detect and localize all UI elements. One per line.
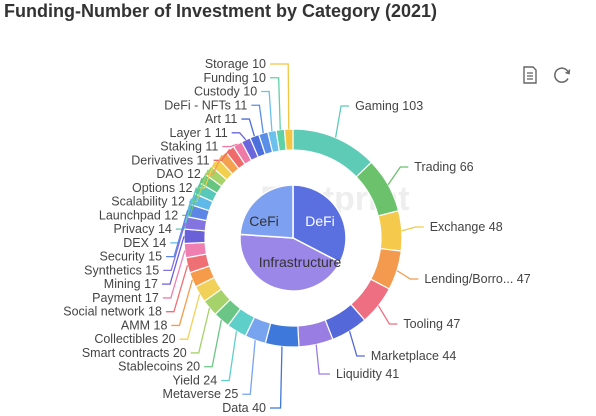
label-social-network: Social network 18 <box>63 305 162 319</box>
leader-launchpad <box>182 178 203 217</box>
leader-social-network <box>165 265 189 313</box>
label-security: Security 15 <box>100 250 163 264</box>
inner-slice-defi[interactable] <box>292 184 347 264</box>
inner-pie: DeFi Infrastructure CeFi <box>239 184 347 292</box>
label-lending-borro: Lending/Borro... 47 <box>424 272 530 286</box>
leader-data <box>270 346 283 409</box>
leader-staking <box>222 143 238 148</box>
leader-dao <box>204 155 223 175</box>
leader-mining <box>162 236 185 285</box>
label-derivatives: Derivatives 11 <box>131 153 209 167</box>
label-payment: Payment 17 <box>92 291 159 305</box>
label-marketplace: Marketplace 44 <box>371 349 457 363</box>
label-amm: AMM 18 <box>121 318 168 332</box>
leader-defi-nfts <box>251 104 264 134</box>
outer-ring <box>183 128 403 348</box>
label-options: Options 12 <box>132 181 193 195</box>
inner-label-infrastructure: Infrastructure <box>259 254 342 270</box>
label-collectibles: Collectibles 20 <box>94 332 175 346</box>
slice-storage[interactable] <box>283 128 294 151</box>
label-storage: Storage 10 <box>205 57 266 71</box>
leader-gaming <box>334 105 350 138</box>
leader-funding <box>270 77 281 130</box>
leader-layer-1 <box>231 132 247 141</box>
label-art: Art 11 <box>205 112 237 126</box>
label-yield: Yield 24 <box>172 373 217 387</box>
label-tooling: Tooling 47 <box>403 317 460 331</box>
leader-amm <box>171 279 193 327</box>
label-data: Data 40 <box>222 401 266 415</box>
label-liquidity: Liquidity 41 <box>336 367 399 381</box>
inner-label-defi: DeFi <box>305 213 335 229</box>
label-synthetics: Synthetics 15 <box>84 263 159 277</box>
leader-payment <box>162 250 186 299</box>
label-funding: Funding 10 <box>203 71 266 85</box>
leader-stablecoins <box>204 320 222 368</box>
leader-derivatives <box>213 148 231 161</box>
label-metaverse: Metaverse 25 <box>163 387 239 401</box>
label-leaders <box>162 63 424 409</box>
slice-data[interactable] <box>264 322 300 348</box>
leader-art <box>241 118 255 137</box>
inner-label-cefi: CeFi <box>249 213 279 229</box>
label-staking: Staking 11 <box>160 140 218 154</box>
label-trading: Trading 66 <box>414 160 473 174</box>
label-privacy: Privacy 14 <box>114 222 172 236</box>
leader-collectibles <box>179 294 201 340</box>
leader-liquidity <box>315 344 330 375</box>
label-dex: DEX 14 <box>123 236 166 250</box>
slice-exchange[interactable] <box>377 209 403 252</box>
leader-metaverse <box>242 340 256 395</box>
inner-slice-infrastructure[interactable] <box>239 233 342 292</box>
label-gaming: Gaming 103 <box>355 99 423 113</box>
leader-yield <box>221 331 238 382</box>
label-launchpad: Launchpad 12 <box>99 208 178 222</box>
label-layer-1: Layer 1 11 <box>170 126 228 140</box>
restore-icon[interactable] <box>551 64 573 86</box>
chart-title: Funding-Number of Investment by Category… <box>4 1 438 21</box>
label-defi-nfts: DeFi - NFTs 11 <box>164 98 247 112</box>
chart-toolbar <box>519 64 573 86</box>
label-smart-contracts: Smart contracts 20 <box>82 346 187 360</box>
leader-security <box>166 210 189 258</box>
slice-gaming[interactable] <box>292 128 373 178</box>
label-scalability: Scalability 12 <box>111 195 185 209</box>
label-custody: Custody 10 <box>194 85 257 99</box>
inner-slice-cefi[interactable] <box>239 184 294 239</box>
leader-smart-contracts <box>190 307 211 354</box>
leader-storage <box>270 63 290 130</box>
leader-marketplace <box>348 330 365 357</box>
leader-trading <box>387 166 409 186</box>
slice-mining[interactable] <box>183 228 206 245</box>
data-view-icon[interactable] <box>519 64 541 86</box>
label-stablecoins: Stablecoins 20 <box>118 360 200 374</box>
leader-synthetics <box>163 222 186 272</box>
label-mining: Mining 17 <box>104 277 158 291</box>
label-exchange: Exchange 48 <box>430 220 503 234</box>
leader-exchange <box>401 226 424 232</box>
leader-custody <box>261 90 273 132</box>
leader-tooling <box>377 305 398 325</box>
slice-labels: Gaming 103 Trading 66 Exchange 48 Lending/B… <box>63 57 530 415</box>
leader-lending-borro <box>396 270 419 280</box>
label-dao: DAO 12 <box>156 167 201 181</box>
